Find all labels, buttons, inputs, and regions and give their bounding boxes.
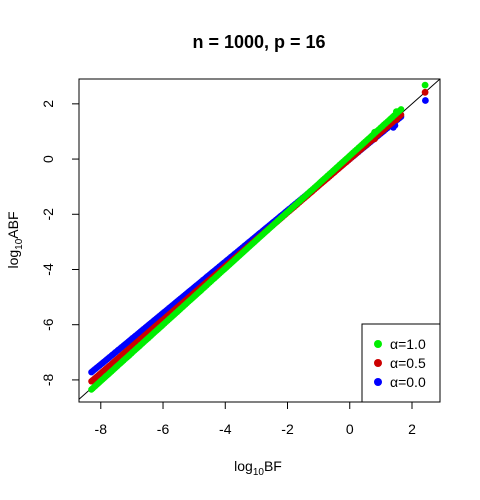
y-tick-label: -6 xyxy=(40,318,56,331)
chart-title: n = 1000, p = 16 xyxy=(192,32,325,52)
x-tick-label: 2 xyxy=(408,421,416,437)
axes: -8 -6 -4 -2 0 2 -8 -6 -4 -2 0 2 xyxy=(40,78,441,437)
series-α=1.0 xyxy=(88,81,429,393)
y-axis-title: log10ABF xyxy=(5,211,25,268)
data-point xyxy=(393,108,400,115)
plot-border xyxy=(78,78,441,403)
x-tick-label: -6 xyxy=(157,421,170,437)
legend-label: α=0.0 xyxy=(390,374,426,390)
legend-marker xyxy=(374,340,382,348)
data-point xyxy=(421,88,429,96)
y-tick-label: 2 xyxy=(40,100,56,108)
legend-label: α=1.0 xyxy=(390,336,426,352)
x-tick-label: -8 xyxy=(95,421,108,437)
plot-area xyxy=(79,79,440,400)
y-tick-label: -2 xyxy=(40,208,56,221)
data-point xyxy=(421,81,429,89)
y-tick-label: 0 xyxy=(40,155,56,163)
legend: α=1.0 α=0.5 α=0.0 xyxy=(361,323,441,403)
y-tick-label: -4 xyxy=(40,263,56,276)
data-point xyxy=(422,97,429,104)
data-point xyxy=(371,128,378,136)
legend-marker xyxy=(374,359,382,367)
x-tick-label: -2 xyxy=(281,421,294,437)
legend-marker xyxy=(374,378,382,386)
x-tick-label: 0 xyxy=(346,421,354,437)
x-tick-label: -4 xyxy=(219,421,232,437)
y-tick-label: -8 xyxy=(40,373,56,386)
legend-label: α=0.5 xyxy=(390,355,426,371)
x-axis-title: log10BF xyxy=(234,458,282,478)
